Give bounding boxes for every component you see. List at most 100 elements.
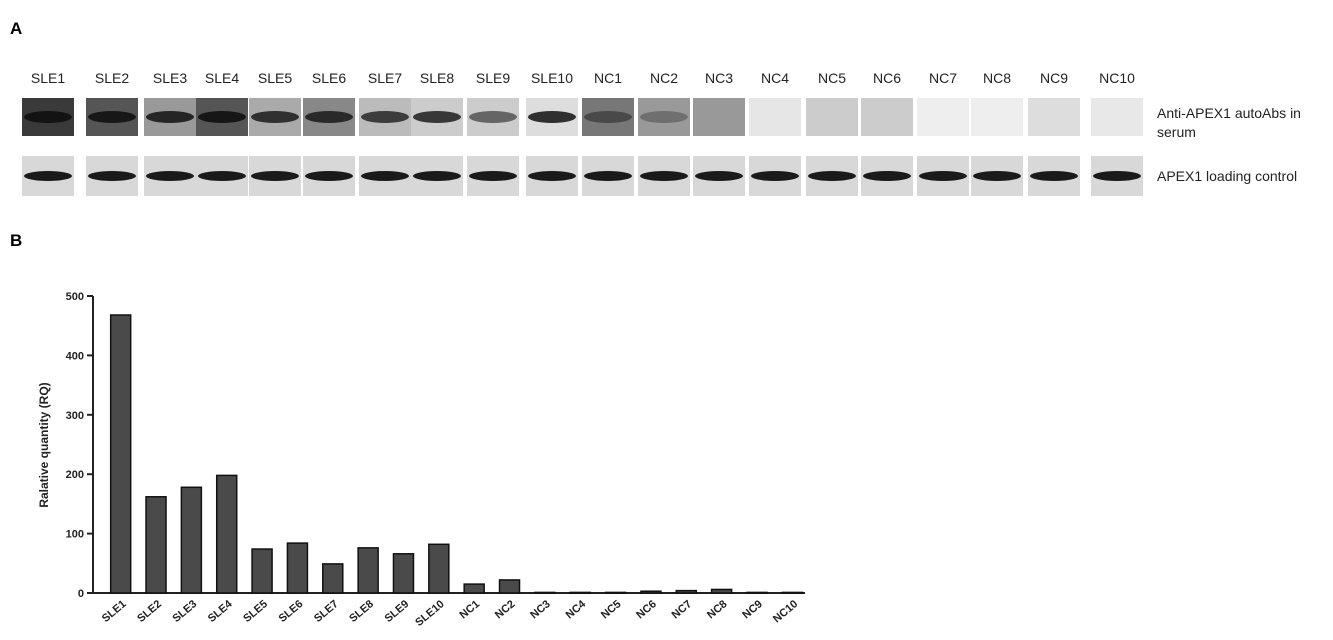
panel-label: B <box>10 231 22 250</box>
blot-band <box>751 171 799 181</box>
bar <box>606 592 626 593</box>
blot-band <box>528 111 576 123</box>
y-tick-label: 300 <box>66 410 84 422</box>
row-label: Anti-APEX1 autoAbs in serum <box>1157 104 1327 142</box>
bar <box>146 497 166 593</box>
bar <box>464 584 484 593</box>
lane-label: NC8 <box>983 70 1011 86</box>
bar <box>287 543 307 593</box>
lane-label: SLE7 <box>368 70 402 86</box>
blot-band <box>88 111 136 123</box>
x-tick-label: NC7 <box>670 598 695 621</box>
bar <box>181 487 201 593</box>
blot-strip <box>806 98 858 136</box>
blot-band <box>88 171 136 181</box>
lane-label: NC10 <box>1099 70 1135 86</box>
y-tick-label: 0 <box>78 588 84 600</box>
x-tick-label: NC3 <box>528 598 553 621</box>
y-tick-label: 400 <box>66 350 84 362</box>
lane-label: NC4 <box>761 70 789 86</box>
bar <box>323 564 343 593</box>
blot-band <box>198 171 246 181</box>
blot-strip <box>693 98 745 136</box>
blot-band <box>361 111 409 123</box>
blot-band <box>251 171 299 181</box>
x-tick-label: NC5 <box>599 598 624 621</box>
blot-band <box>469 111 517 123</box>
x-tick-label: NC10 <box>771 598 800 625</box>
lane-label: SLE10 <box>531 70 573 86</box>
bar <box>111 315 131 593</box>
bar <box>358 548 378 593</box>
lane-label: SLE9 <box>476 70 510 86</box>
x-tick-label: SLE9 <box>383 598 412 625</box>
blot-band <box>528 171 576 181</box>
y-tick-label: 200 <box>66 469 84 481</box>
bar <box>393 554 413 593</box>
blot-band <box>584 171 632 181</box>
bar <box>535 592 555 593</box>
blot-band <box>24 171 72 181</box>
blot-band <box>469 171 517 181</box>
blot-band <box>1093 171 1141 181</box>
bar <box>782 592 802 593</box>
bar <box>747 592 767 593</box>
blot-band <box>146 111 194 123</box>
x-tick-label: SLE3 <box>171 598 200 625</box>
x-tick-label: NC2 <box>493 598 518 621</box>
blot-band <box>919 171 967 181</box>
blot-strip <box>861 98 913 136</box>
blot-band <box>146 171 194 181</box>
lane-label: SLE1 <box>31 70 65 86</box>
x-tick-label: NC4 <box>564 598 589 622</box>
bar <box>641 591 661 593</box>
blot-band <box>1030 171 1078 181</box>
x-tick-label: SLE6 <box>277 598 306 625</box>
blot-band <box>640 111 688 123</box>
lane-label: NC7 <box>929 70 957 86</box>
blot-band <box>24 111 72 123</box>
lane-label: SLE6 <box>312 70 346 86</box>
blot-band <box>695 171 743 181</box>
x-tick-label: SLE2 <box>135 598 164 625</box>
bar <box>217 475 237 593</box>
x-tick-label: NC6 <box>634 598 659 621</box>
lane-label: NC3 <box>705 70 733 86</box>
blot-strip <box>1028 98 1080 136</box>
lane-label: SLE4 <box>205 70 239 86</box>
blot-strip <box>749 98 801 136</box>
lane-label: NC5 <box>818 70 846 86</box>
x-tick-label: NC9 <box>740 598 765 621</box>
blot-band <box>973 171 1021 181</box>
y-axis-label: Ralative quantity (RQ) <box>37 382 51 507</box>
bar <box>500 580 520 593</box>
bar <box>429 544 449 593</box>
bar <box>252 549 272 593</box>
blot-band <box>251 111 299 123</box>
blot-band <box>413 111 461 123</box>
lane-label: NC2 <box>650 70 678 86</box>
y-tick-label: 100 <box>66 529 84 541</box>
bar <box>570 592 590 593</box>
blot-strip <box>971 98 1023 136</box>
panel-label: A <box>10 19 22 38</box>
blot-band <box>808 171 856 181</box>
blot-band <box>863 171 911 181</box>
x-tick-label: SLE8 <box>347 598 376 625</box>
bar <box>676 591 696 593</box>
figure: A B Ralative quantity (RQ) SLE1SLE2SLE3S… <box>0 0 1333 640</box>
y-tick-label: 500 <box>66 291 84 303</box>
x-tick-label: SLE5 <box>241 598 270 625</box>
row-label: APEX1 loading control <box>1157 167 1327 186</box>
x-tick-label: SLE7 <box>312 598 341 625</box>
x-tick-label: SLE1 <box>100 598 129 625</box>
blot-band <box>413 171 461 181</box>
blot-strip <box>1091 98 1143 136</box>
blot-band <box>361 171 409 181</box>
x-tick-label: SLE10 <box>413 598 446 629</box>
lane-label: SLE5 <box>258 70 292 86</box>
blot-strip <box>917 98 969 136</box>
figure-svg: A B Ralative quantity (RQ) SLE1SLE2SLE3S… <box>0 0 1333 640</box>
x-tick-label: SLE4 <box>206 598 235 625</box>
blot-band <box>305 171 353 181</box>
